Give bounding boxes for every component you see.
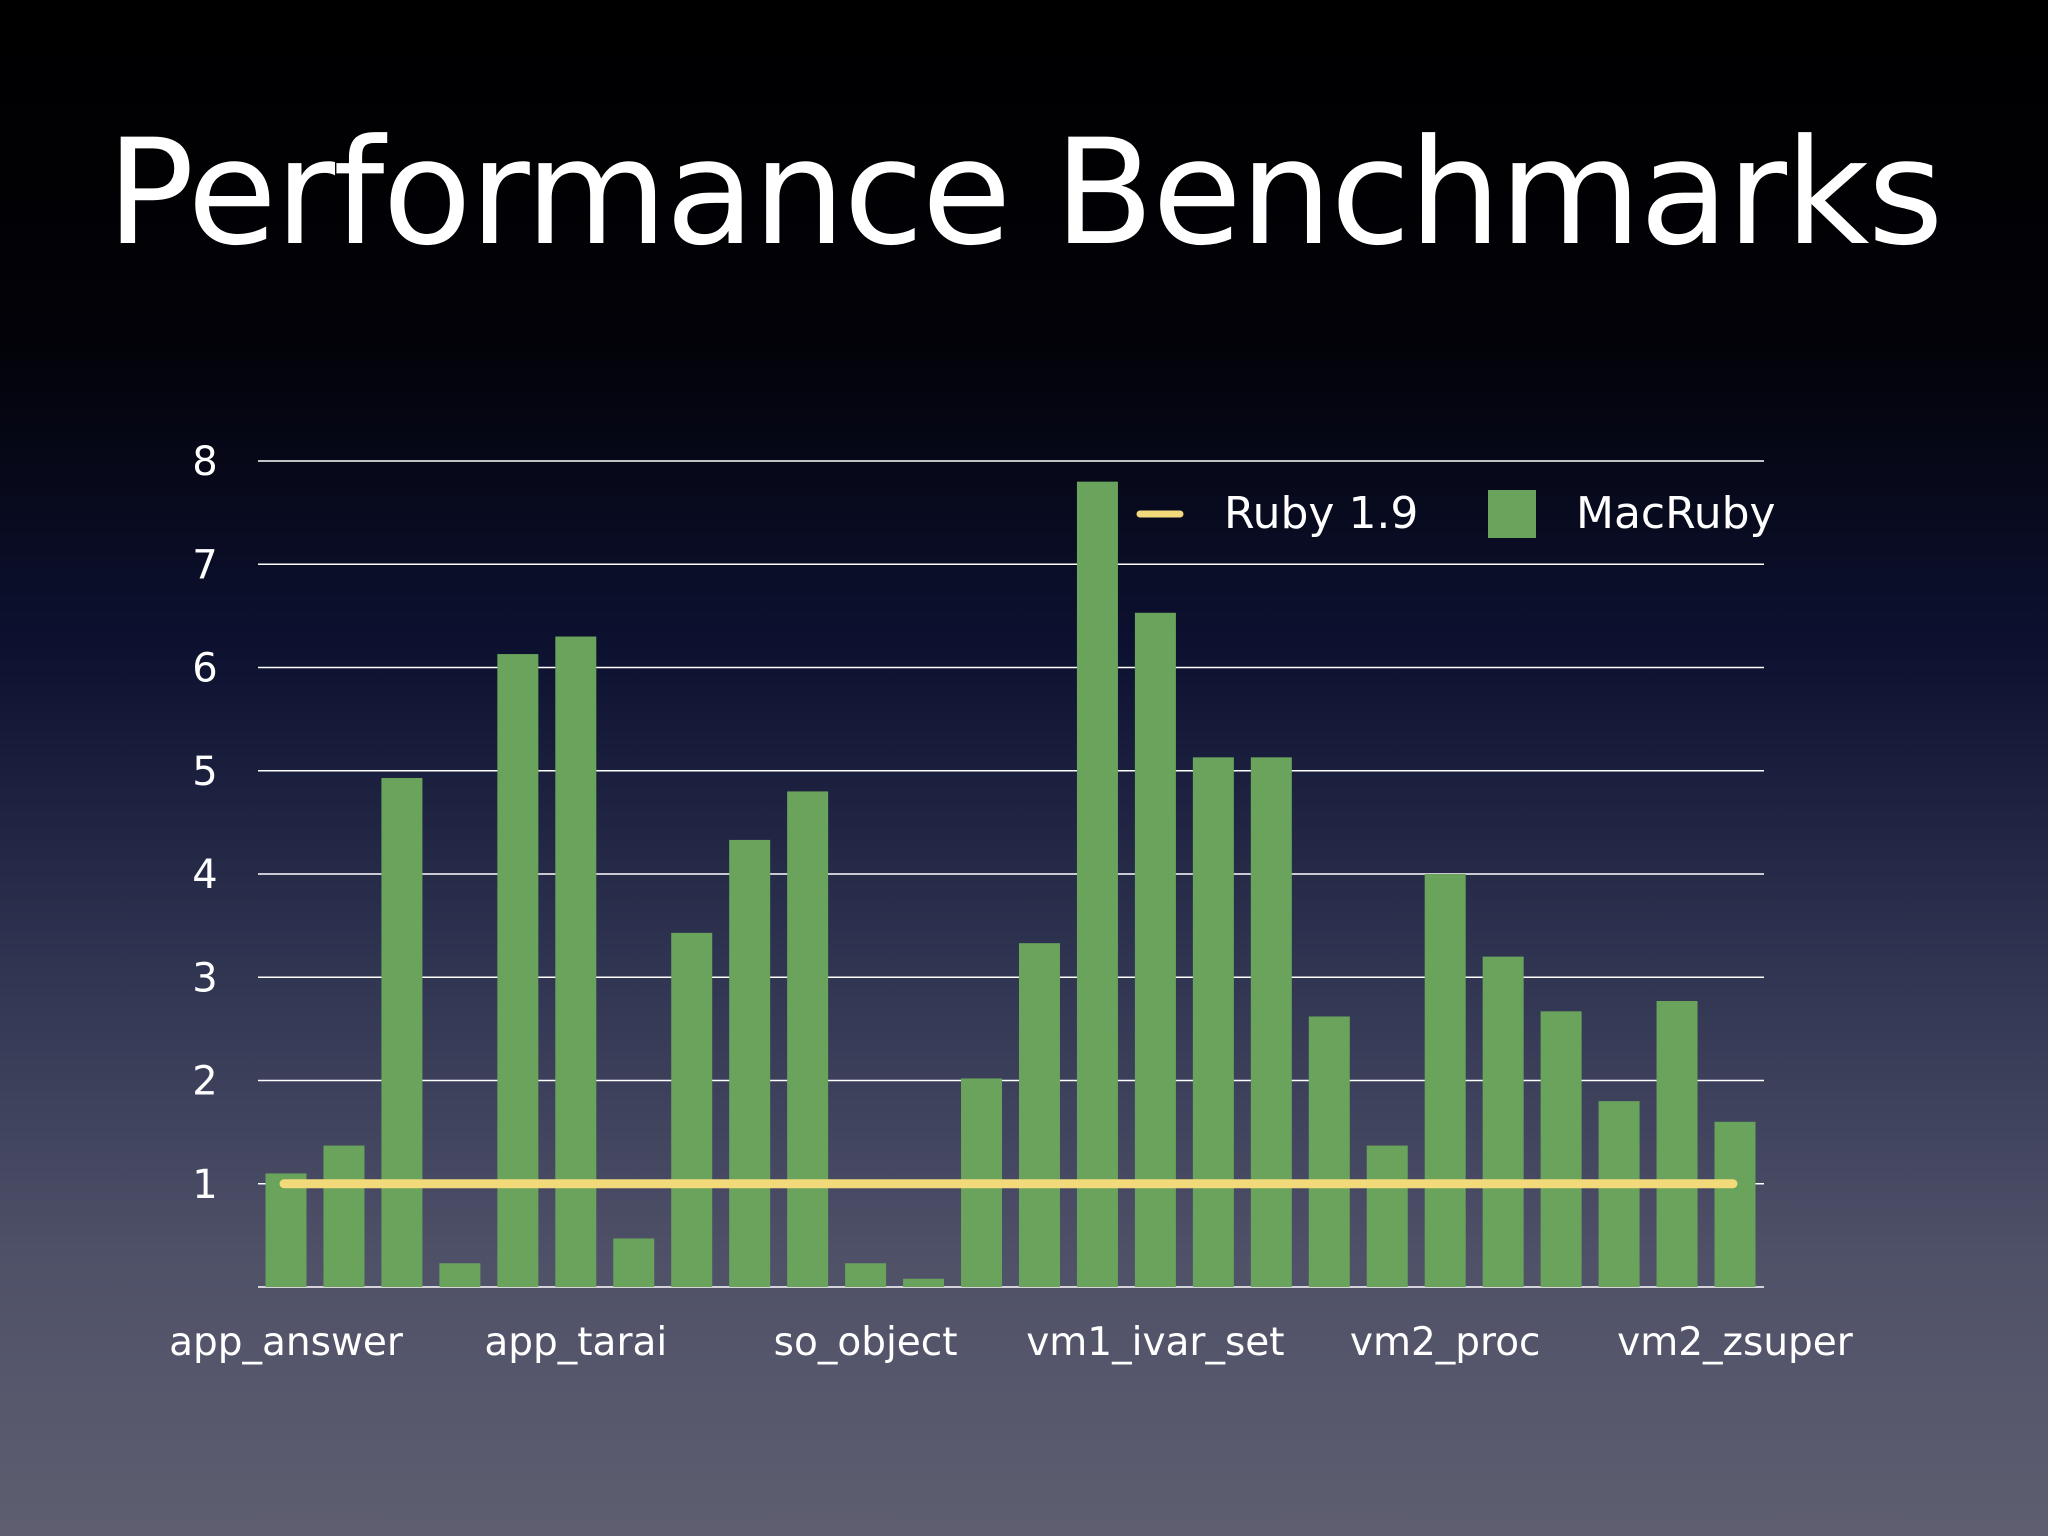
x-tick-label: app_tarai [484, 1320, 667, 1365]
macruby-bar [1482, 956, 1524, 1287]
slide-title: Performance Benchmarks [106, 108, 1943, 278]
macruby-bar [555, 636, 597, 1287]
x-tick-label: vm2_proc [1350, 1320, 1541, 1365]
y-tick-label: 3 [192, 955, 217, 1001]
macruby-bar [1424, 874, 1466, 1287]
x-tick-label: so_object [774, 1320, 958, 1365]
macruby-bar [439, 1263, 481, 1287]
x-tick-label: vm1_ivar_set [1026, 1320, 1284, 1365]
y-tick-label: 8 [192, 439, 217, 485]
macruby-bar [265, 1173, 307, 1287]
macruby-bar [1076, 481, 1118, 1287]
macruby-bar [1540, 1011, 1582, 1287]
macruby-bar [1134, 612, 1176, 1287]
macruby-bar [845, 1263, 887, 1287]
y-tick-label: 1 [192, 1162, 217, 1208]
macruby-bar [1192, 757, 1234, 1287]
y-tick-label: 4 [192, 852, 217, 898]
macruby-bar [323, 1145, 365, 1287]
macruby-bar [497, 654, 539, 1287]
y-tick-label: 5 [192, 749, 217, 795]
macruby-bar [903, 1278, 945, 1287]
legend-macruby-swatch [1488, 490, 1536, 538]
macruby-bar [1598, 1101, 1640, 1287]
legend-macruby-label: MacRuby [1576, 488, 1776, 539]
macruby-bar [1656, 1000, 1698, 1287]
gridlines [258, 460, 1764, 1288]
x-tick-label: app_answer [169, 1320, 404, 1365]
macruby-bar [613, 1238, 655, 1287]
macruby-bar [381, 777, 423, 1287]
macruby-bar [671, 932, 713, 1287]
y-axis-tick-labels: 1 2 3 4 5 6 7 8 [192, 439, 217, 1208]
macruby-bar [1714, 1121, 1756, 1287]
macruby-bar [1308, 1016, 1350, 1287]
y-tick-label: 2 [192, 1059, 217, 1105]
legend: Ruby 1.9 MacRuby [1136, 488, 1776, 539]
macruby-bar [1250, 757, 1292, 1287]
macruby-bar [1366, 1145, 1408, 1287]
x-axis-tick-labels: app_answer app_tarai so_object vm1_ivar_set… [169, 1320, 1854, 1365]
macruby-bar [1018, 943, 1060, 1287]
macruby-bars [265, 481, 1756, 1287]
legend-ruby-1-9-label: Ruby 1.9 [1224, 488, 1418, 539]
y-tick-label: 7 [192, 542, 217, 588]
x-tick-label: vm2_zsuper [1617, 1320, 1854, 1365]
y-tick-label: 6 [192, 646, 217, 692]
macruby-bar [787, 791, 829, 1287]
macruby-bar [729, 839, 771, 1287]
